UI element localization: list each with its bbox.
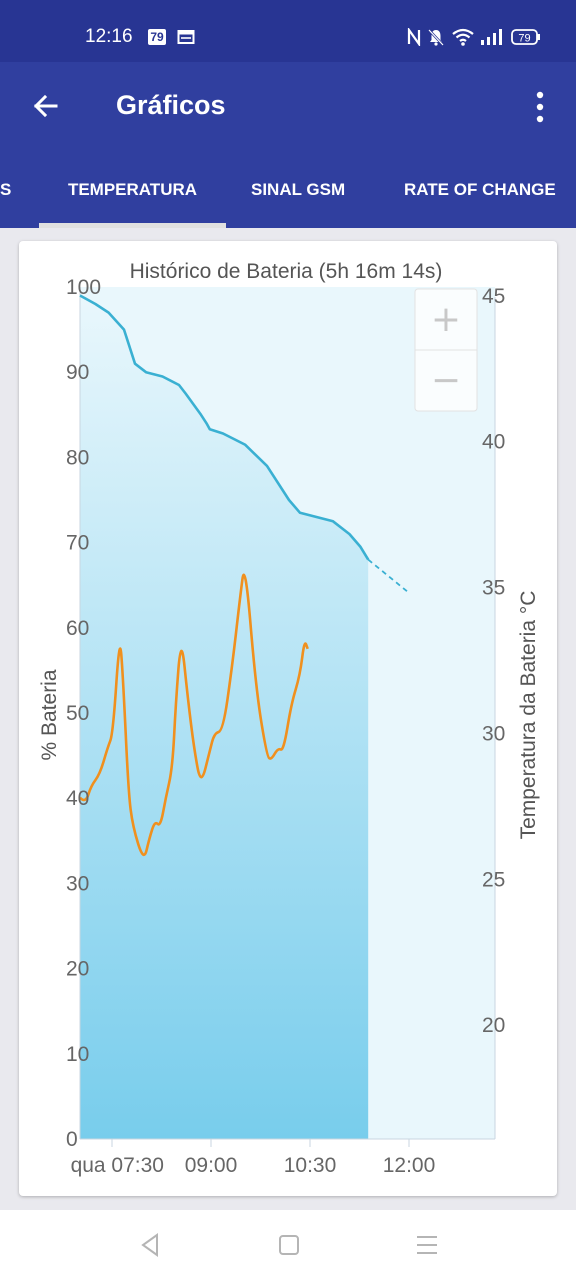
page-title: Gráficos [116, 90, 226, 120]
y2-tick-label: 35 [482, 577, 505, 600]
x-tick-label: 12:00 [383, 1154, 436, 1177]
tab-label: RATE OF CHANGE [404, 180, 556, 199]
y-tick-label: 90 [66, 361, 89, 384]
zoom-in-button[interactable]: + [415, 289, 477, 350]
battery-level: 79 [518, 33, 530, 45]
y-axis-label: % Bateria [38, 669, 61, 760]
x-tick-label: qua 07:30 [71, 1154, 164, 1177]
x-tick-label: 10:30 [284, 1154, 337, 1177]
nav-recents-icon[interactable] [414, 1232, 440, 1258]
y-tick-label: 80 [66, 446, 89, 469]
chart-title: Histórico de Bateria (5h 16m 14s) [130, 260, 443, 283]
battery-icon: 79 [511, 29, 540, 45]
tab-label: S [0, 180, 12, 199]
tab-label: TEMPERATURA [67, 180, 198, 199]
y2-axis-label: Temperatura da Bateria °C [517, 591, 540, 840]
app-bar: Gráficos [0, 62, 576, 154]
notification-badge-icon: 79 [148, 29, 166, 45]
battery-history-chart[interactable]: 0 10 20 30 40 50 60 70 80 90 100 20 25 30 35 40 45 qua 07… [19, 241, 557, 1196]
zoom-controls: + − [414, 288, 478, 412]
calendar-icon [177, 30, 195, 44]
y2-tick-label: 30 [482, 722, 505, 745]
x-tick-label: 09:00 [185, 1154, 238, 1177]
y2-tick-label: 45 [482, 285, 505, 308]
battery-level-line [79, 294, 370, 561]
zoom-in-icon: + [431, 299, 461, 340]
y-tick-label: 0 [66, 1128, 78, 1151]
y-tick-label: 40 [66, 787, 89, 810]
silent-bell-icon [428, 29, 444, 46]
y-tick-label: 30 [66, 872, 89, 895]
chart-card: 0 10 20 30 40 50 60 70 80 90 100 20 25 30 35 40 45 qua 07… [19, 241, 557, 1196]
navigation-bar [0, 1210, 576, 1280]
y-tick-label: 70 [66, 532, 89, 555]
arrow-left-icon[interactable] [30, 90, 62, 122]
tab-previous[interactable]: S [0, 154, 11, 228]
status-time: 12:16 [85, 26, 133, 47]
nfc-icon [407, 28, 421, 46]
tab-rate-of-change[interactable]: RATE OF CHANGE [404, 154, 556, 228]
y-tick-label: 50 [66, 702, 89, 725]
y2-tick-label: 20 [482, 1014, 505, 1037]
wifi-icon [452, 28, 474, 46]
more-vert-icon[interactable] [532, 90, 548, 124]
y2-tick-label: 40 [482, 431, 505, 454]
zoom-out-icon: − [431, 360, 461, 401]
y2-tick-label: 25 [482, 868, 505, 891]
temperature-line [79, 573, 309, 857]
y-tick-label: 100 [66, 276, 101, 299]
signal-icon [481, 29, 502, 45]
tab-temperatura[interactable]: TEMPERATURA [39, 154, 226, 228]
status-bar: 12:16 79 79 [0, 0, 576, 62]
nav-home-icon[interactable] [276, 1232, 302, 1258]
tab-bar: S TEMPERATURA SINAL GSM RATE OF CHANGE [0, 154, 576, 228]
nav-back-icon[interactable] [137, 1232, 163, 1258]
zoom-out-button[interactable]: − [415, 350, 477, 411]
tab-sinal-gsm[interactable]: SINAL GSM [251, 154, 345, 228]
y-tick-label: 60 [66, 617, 89, 640]
tab-label: SINAL GSM [251, 180, 346, 199]
y-tick-label: 10 [66, 1043, 89, 1066]
y-tick-label: 20 [66, 958, 89, 981]
